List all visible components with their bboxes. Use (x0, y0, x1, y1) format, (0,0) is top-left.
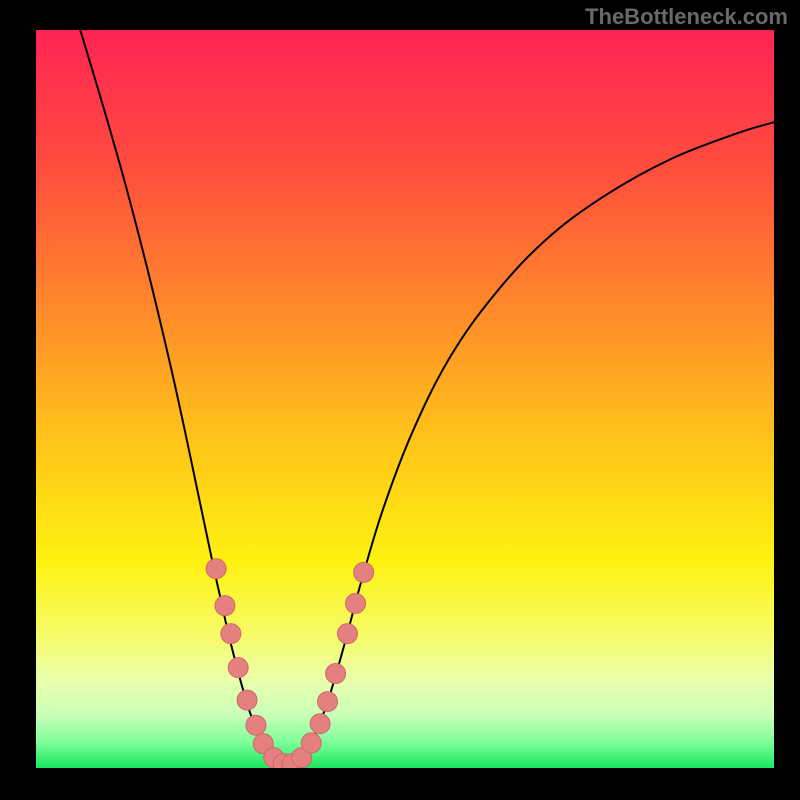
data-marker (337, 624, 357, 644)
data-marker (246, 715, 266, 735)
data-marker (326, 664, 346, 684)
chart-svg (36, 30, 774, 768)
data-marker (354, 562, 374, 582)
plot-area (36, 30, 774, 768)
data-marker (237, 690, 257, 710)
data-marker (346, 593, 366, 613)
data-marker (206, 559, 226, 579)
data-marker (228, 658, 248, 678)
watermark-text: TheBottleneck.com (585, 4, 788, 30)
data-marker (310, 714, 330, 734)
figure-root: TheBottleneck.com (0, 0, 800, 800)
data-marker (221, 624, 241, 644)
data-marker (301, 733, 321, 753)
data-marker (215, 596, 235, 616)
data-marker (318, 692, 338, 712)
gradient-background (36, 30, 774, 768)
